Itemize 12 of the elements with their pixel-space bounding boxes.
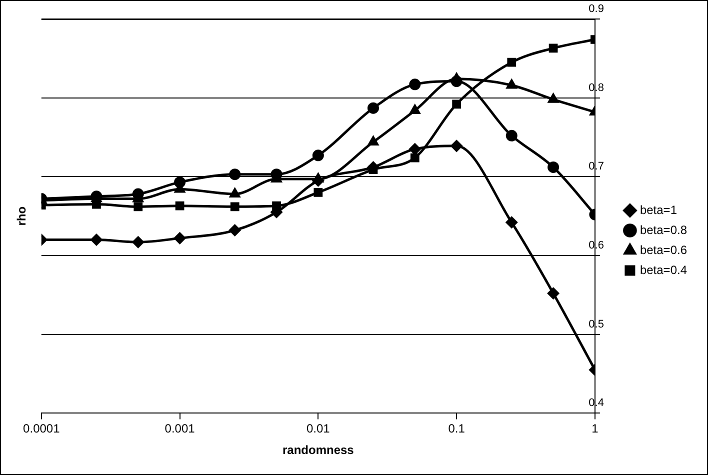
legend-label: beta=0.4 <box>640 262 688 277</box>
x-tick-label: 0.1 <box>448 422 466 436</box>
legend-label: beta=0.6 <box>640 242 688 257</box>
x-tick-label: 1 <box>592 422 599 436</box>
y-axis-title: rho <box>14 206 29 226</box>
x-axis-title: randomness <box>282 443 354 458</box>
x-tick-label: 0.001 <box>164 422 196 436</box>
x-tick-label: 0.01 <box>306 422 330 436</box>
y-tick-label: 0.9 <box>588 3 604 16</box>
x-tick-label: 0.0001 <box>23 422 60 436</box>
legend-label: beta=1 <box>640 202 678 217</box>
legend-label: beta=0.8 <box>640 222 688 237</box>
